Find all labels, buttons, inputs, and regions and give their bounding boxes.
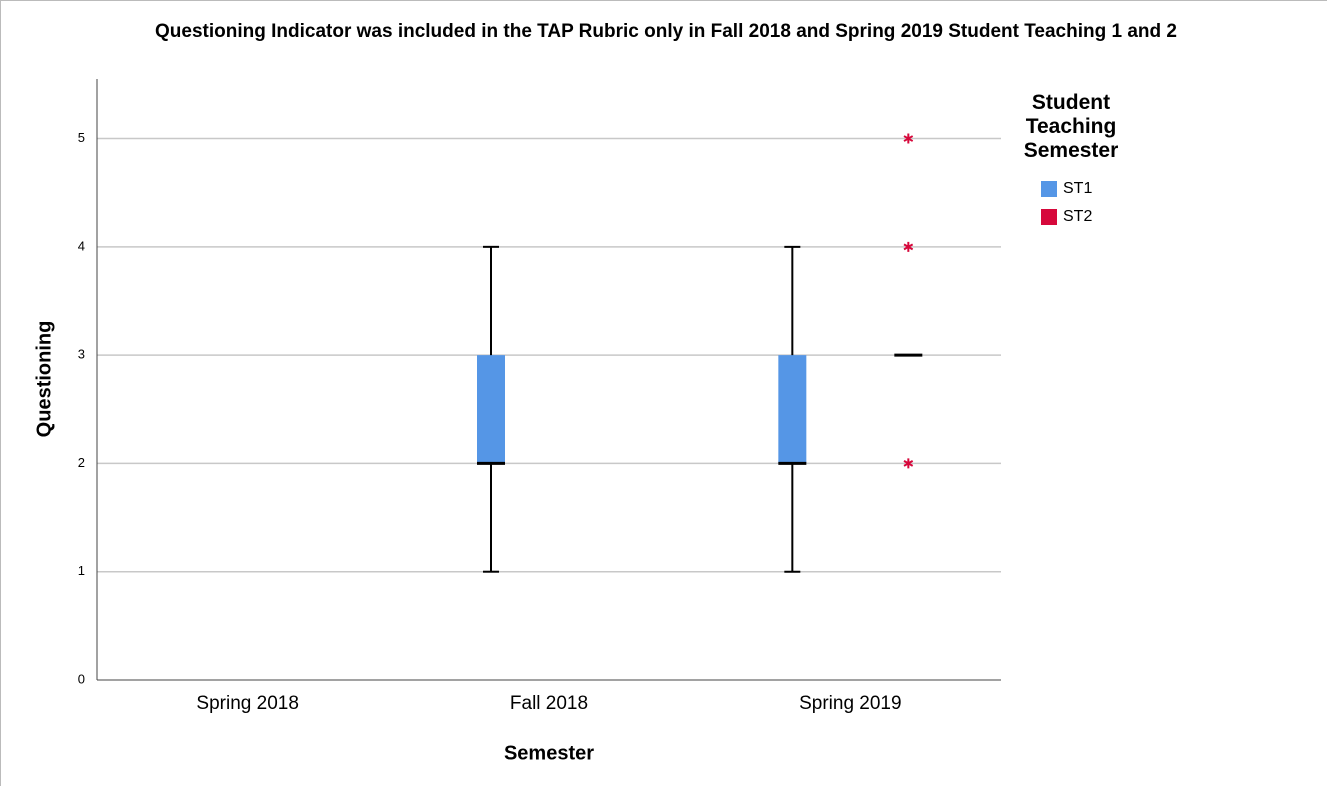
y-tick-label: 0 — [78, 671, 85, 686]
x-tick-label: Spring 2019 — [799, 693, 901, 714]
outlier — [903, 241, 914, 252]
x-tick-label: Fall 2018 — [510, 693, 588, 714]
y-axis-label: Questioning — [33, 321, 55, 438]
x-axis-label: Semester — [504, 742, 594, 764]
box — [778, 355, 807, 464]
legend-swatch — [1041, 181, 1057, 197]
legend-label: ST2 — [1063, 208, 1092, 225]
chart-title: Questioning Indicator was included in th… — [155, 21, 1177, 42]
box — [477, 355, 505, 464]
y-tick-label: 3 — [78, 347, 85, 362]
x-tick-label: Spring 2018 — [196, 693, 298, 714]
outlier — [903, 133, 914, 144]
y-tick-label: 4 — [78, 238, 85, 253]
legend-swatch — [1041, 209, 1057, 225]
outlier — [903, 458, 914, 469]
y-tick-label: 1 — [78, 563, 85, 578]
legend-title: Student Teaching Semester — [1023, 91, 1119, 162]
y-tick-label: 2 — [78, 455, 85, 470]
legend-label: ST1 — [1063, 180, 1092, 197]
y-tick-label: 5 — [78, 130, 85, 145]
